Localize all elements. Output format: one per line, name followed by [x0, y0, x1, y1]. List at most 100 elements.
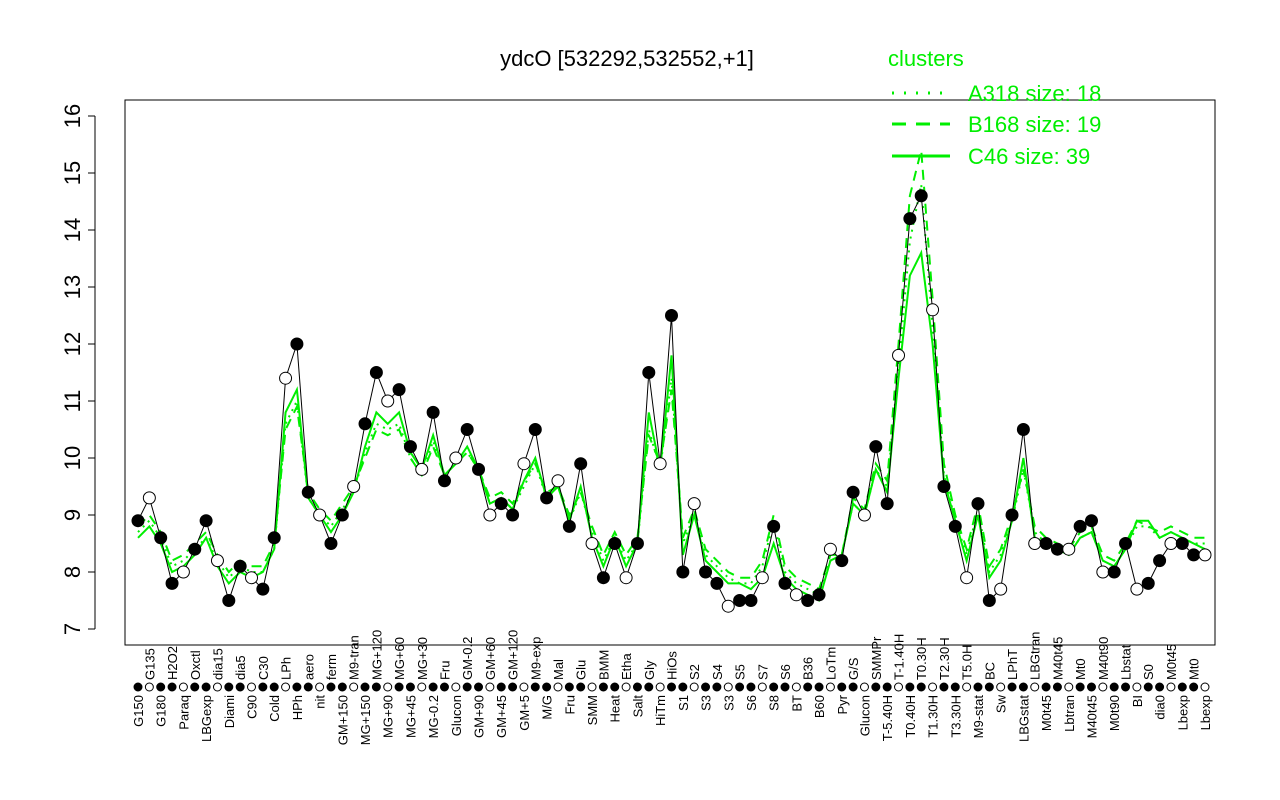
rug-point [984, 682, 994, 692]
x-tick-label: Lbexp [1198, 695, 1213, 730]
legend-label-b168: B168 size: 19 [968, 112, 1101, 137]
x-tick-label: G180 [154, 695, 169, 727]
rug-point [791, 682, 801, 692]
x-tick-label: S7 [755, 664, 770, 680]
rug-point [337, 682, 347, 692]
data-point [324, 537, 338, 550]
data-point [574, 457, 588, 471]
rug-point [848, 682, 858, 692]
data-point [903, 212, 917, 226]
x-tick-label: GM+90 [472, 695, 487, 738]
data-point [403, 440, 417, 454]
data-point [744, 594, 758, 607]
data-point [1164, 537, 1178, 550]
data-point [483, 508, 497, 522]
x-tick-label: T-1.40H [892, 634, 907, 680]
data-point [914, 189, 928, 203]
x-tick-label: Lbtran [1062, 695, 1077, 732]
x-tick-label: dia0 [1153, 695, 1168, 720]
data-point [1016, 423, 1030, 436]
rug-point [224, 682, 234, 692]
data-point [665, 309, 678, 322]
data-point [642, 366, 656, 379]
data-point [1119, 537, 1133, 550]
x-tick-label: ferm [324, 654, 339, 680]
data-point [154, 531, 168, 545]
rug-point [837, 682, 847, 692]
x-tick-label: Heat [608, 695, 623, 723]
x-tick-label: nit [313, 695, 328, 709]
rug-point [1018, 682, 1028, 692]
data-point [460, 423, 474, 436]
legend-title: clusters [888, 46, 964, 71]
y-tick-label: 7 [60, 623, 85, 635]
data-point [335, 508, 349, 522]
rug-point [292, 682, 302, 692]
x-tick-label: G135 [142, 648, 157, 680]
x-tick-label: BC [982, 662, 997, 680]
data-point [358, 417, 372, 431]
data-point [256, 582, 270, 596]
rug-point [474, 682, 484, 692]
rug-point [916, 682, 926, 692]
data-point [596, 571, 610, 585]
rug-point [1132, 682, 1142, 692]
rug-point [1030, 682, 1040, 692]
data-point [1062, 542, 1076, 556]
rug-point [247, 682, 257, 692]
rug-point [996, 682, 1006, 692]
rug-point [519, 682, 529, 692]
rug-point [746, 682, 756, 692]
data-point [347, 480, 361, 493]
rug-point [1007, 682, 1017, 692]
data-point [937, 480, 951, 493]
y-tick-label: 11 [60, 390, 85, 413]
data-point [392, 383, 406, 397]
rug-point [1064, 682, 1074, 692]
rug-point [803, 682, 813, 692]
x-tick-label: GM+45 [494, 695, 509, 738]
x-tick-label: Glucon [857, 695, 872, 736]
data-point [801, 594, 815, 607]
data-point [948, 519, 962, 533]
rug-point [962, 682, 972, 692]
x-tick-label: dia5 [233, 655, 248, 680]
rug-point [882, 682, 892, 692]
x-tick-label: M9-exp [528, 637, 543, 680]
data-point [1130, 582, 1144, 596]
x-tick-label: M0t45 [1039, 695, 1054, 731]
data-point [608, 537, 622, 550]
data-point [245, 571, 259, 585]
rug-point [576, 682, 586, 692]
x-tick-label: BI [1130, 695, 1145, 707]
data-point [540, 491, 554, 505]
data-point [653, 457, 667, 471]
rug-point [383, 682, 393, 692]
x-tick-label: GM+120 [506, 630, 521, 680]
data-point [835, 554, 849, 568]
x-tick-label: LPhT [1005, 649, 1020, 680]
x-tick-label: Mt0 [1073, 658, 1088, 680]
data-point [926, 303, 940, 317]
rug-point [1166, 682, 1176, 692]
x-tick-label: dia15 [210, 648, 225, 680]
data-point [313, 508, 327, 522]
series-lines [137, 149, 1206, 602]
rug-point [939, 682, 949, 692]
x-tick-label: Pyr [835, 694, 850, 714]
x-tick-label: Glucon [449, 695, 464, 736]
series-line-b168 [137, 149, 1205, 591]
x-tick-label: LBGtran [1028, 632, 1043, 680]
x-tick-label: Mt0 [1187, 658, 1202, 680]
rug-point [632, 682, 642, 692]
y-tick-label: 9 [60, 509, 85, 521]
rug-point [428, 682, 438, 692]
x-tick-label: M9-stat [971, 695, 986, 739]
rug-point [1041, 682, 1051, 692]
rug-marks [133, 682, 1210, 692]
rug-point [1098, 682, 1108, 692]
x-tick-label: MG+30 [415, 637, 430, 680]
x-tick-label: T3.30H [948, 695, 963, 738]
rug-point [405, 682, 415, 692]
